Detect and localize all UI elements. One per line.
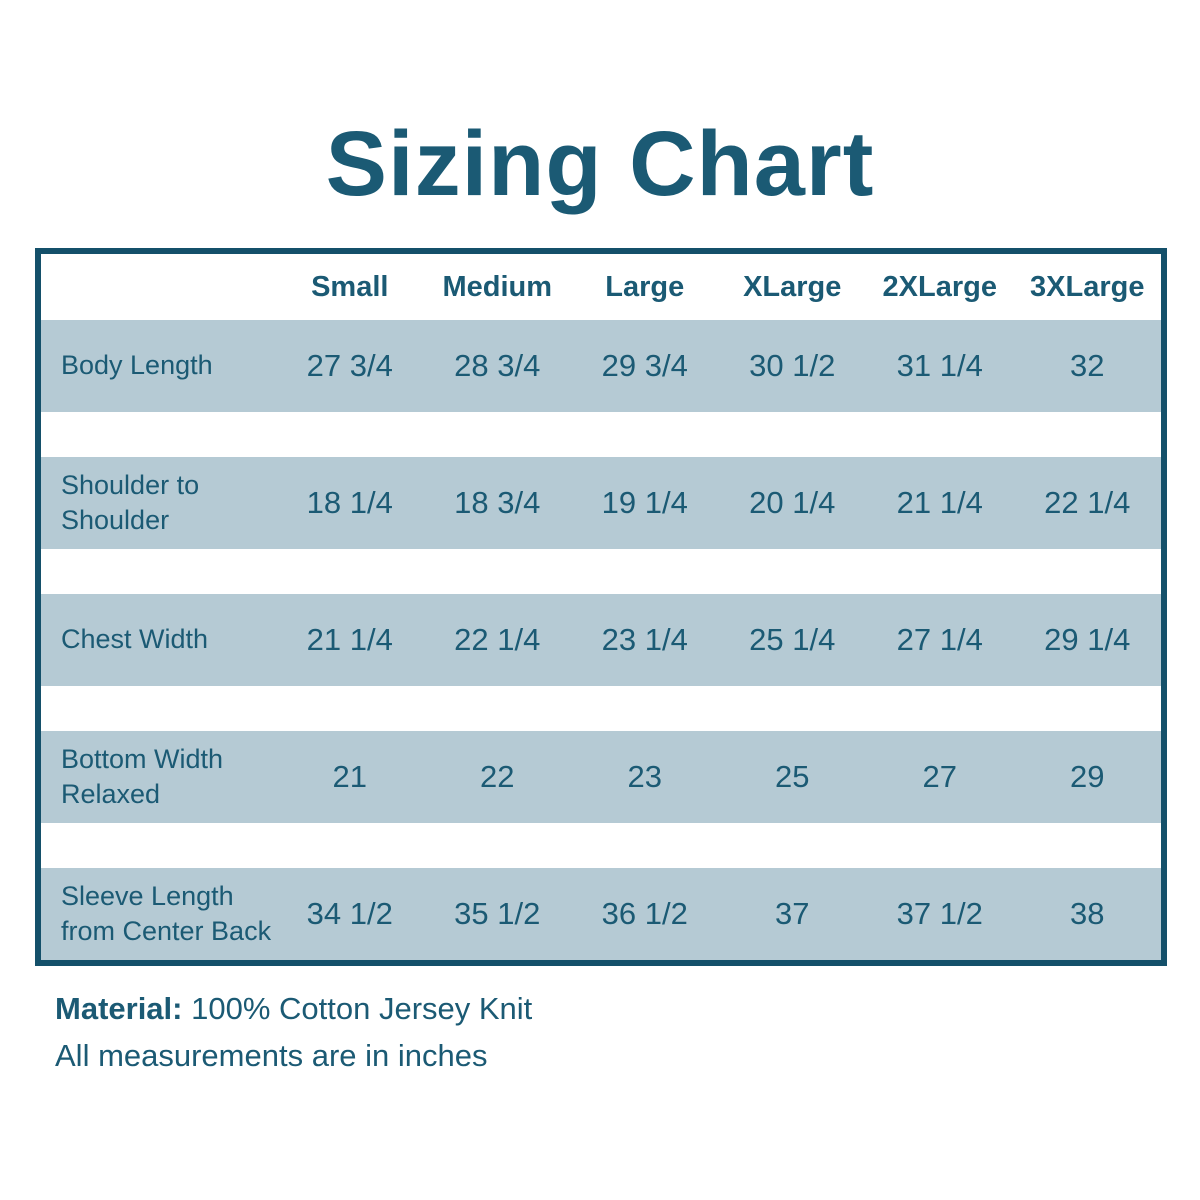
cell-value: 20 1/4: [749, 485, 836, 520]
cell-value: 19 1/4: [601, 485, 688, 520]
row-label: Chest Width: [61, 624, 209, 655]
column-header-medium: Medium: [442, 270, 553, 303]
cell-value: 35 1/2: [454, 896, 541, 931]
cell-value: 27 3/4: [306, 348, 393, 383]
units-note: All measurements are in inches: [55, 1037, 488, 1073]
cell-value: 29: [1070, 759, 1105, 794]
cell-value: 22: [480, 759, 515, 794]
cell-value: 22 1/4: [1044, 485, 1131, 520]
cell-value: 21 1/4: [896, 485, 983, 520]
table-row-chest-width: Chest Width 21 1/4 22 1/4 23 1/4 25 1/4 …: [41, 594, 1161, 686]
cell-value: 18 1/4: [306, 485, 393, 520]
row-label: Body Length: [61, 350, 213, 381]
table-row-sleeve-length: Sleeve Length from Center Back 34 1/2 35…: [41, 868, 1161, 960]
column-header-2xlarge: 2XLarge: [882, 270, 997, 303]
column-header-large: Large: [605, 270, 685, 303]
column-header-small: Small: [311, 270, 389, 303]
row-gap: [41, 686, 1161, 731]
material-value: 100% Cotton Jersey Knit: [191, 991, 533, 1026]
cell-value: 31 1/4: [896, 348, 983, 383]
material-label: Material:: [55, 991, 183, 1026]
cell-value: 18 3/4: [454, 485, 541, 520]
cell-value: 25: [775, 759, 810, 794]
cell-value: 32: [1070, 348, 1105, 383]
cell-value: 37 1/2: [896, 896, 983, 931]
page-title: Sizing Chart: [325, 113, 875, 215]
table-header-row: Small Medium Large XLarge 2XLarge 3XLarg…: [41, 254, 1161, 320]
table-row-shoulder-to-shoulder: Shoulder to Shoulder 18 1/4 18 3/4 19 1/…: [41, 457, 1161, 549]
cell-value: 29 3/4: [601, 348, 688, 383]
cell-value: 22 1/4: [454, 622, 541, 657]
cell-value: 36 1/2: [601, 896, 688, 931]
cell-value: 27 1/4: [896, 622, 983, 657]
cell-value: 21 1/4: [306, 622, 393, 657]
cell-value: 29 1/4: [1044, 622, 1131, 657]
row-gap: [41, 823, 1161, 868]
cell-value: 38: [1070, 896, 1105, 931]
material-note: Material: 100% Cotton Jersey Knit: [55, 986, 532, 1033]
row-gap: [41, 412, 1161, 457]
row-gap: [41, 549, 1161, 594]
row-label: Bottom Width Relaxed: [61, 743, 224, 809]
table-row-bottom-width-relaxed: Bottom Width Relaxed 21 22 23 25 27 29: [41, 731, 1161, 823]
table-row-body-length: Body Length 27 3/4 28 3/4 29 3/4 30 1/2 …: [41, 320, 1161, 412]
cell-value: 21: [332, 759, 367, 794]
cell-value: 34 1/2: [306, 896, 393, 931]
cell-value: 30 1/2: [749, 348, 836, 383]
row-label: Shoulder to Shoulder: [61, 469, 200, 535]
sizing-table: Small Medium Large XLarge 2XLarge 3XLarg…: [35, 248, 1167, 966]
column-header-xlarge: XLarge: [743, 270, 842, 303]
cell-value: 25 1/4: [749, 622, 836, 657]
column-header-3xlarge: 3XLarge: [1030, 270, 1145, 303]
cell-value: 28 3/4: [454, 348, 541, 383]
row-label: Sleeve Length from Center Back: [61, 880, 272, 946]
cell-value: 23: [627, 759, 662, 794]
cell-value: 37: [775, 896, 810, 931]
footer-notes: Material: 100% Cotton Jersey Knit All me…: [55, 986, 532, 1079]
cell-value: 23 1/4: [601, 622, 688, 657]
cell-value: 27: [922, 759, 957, 794]
